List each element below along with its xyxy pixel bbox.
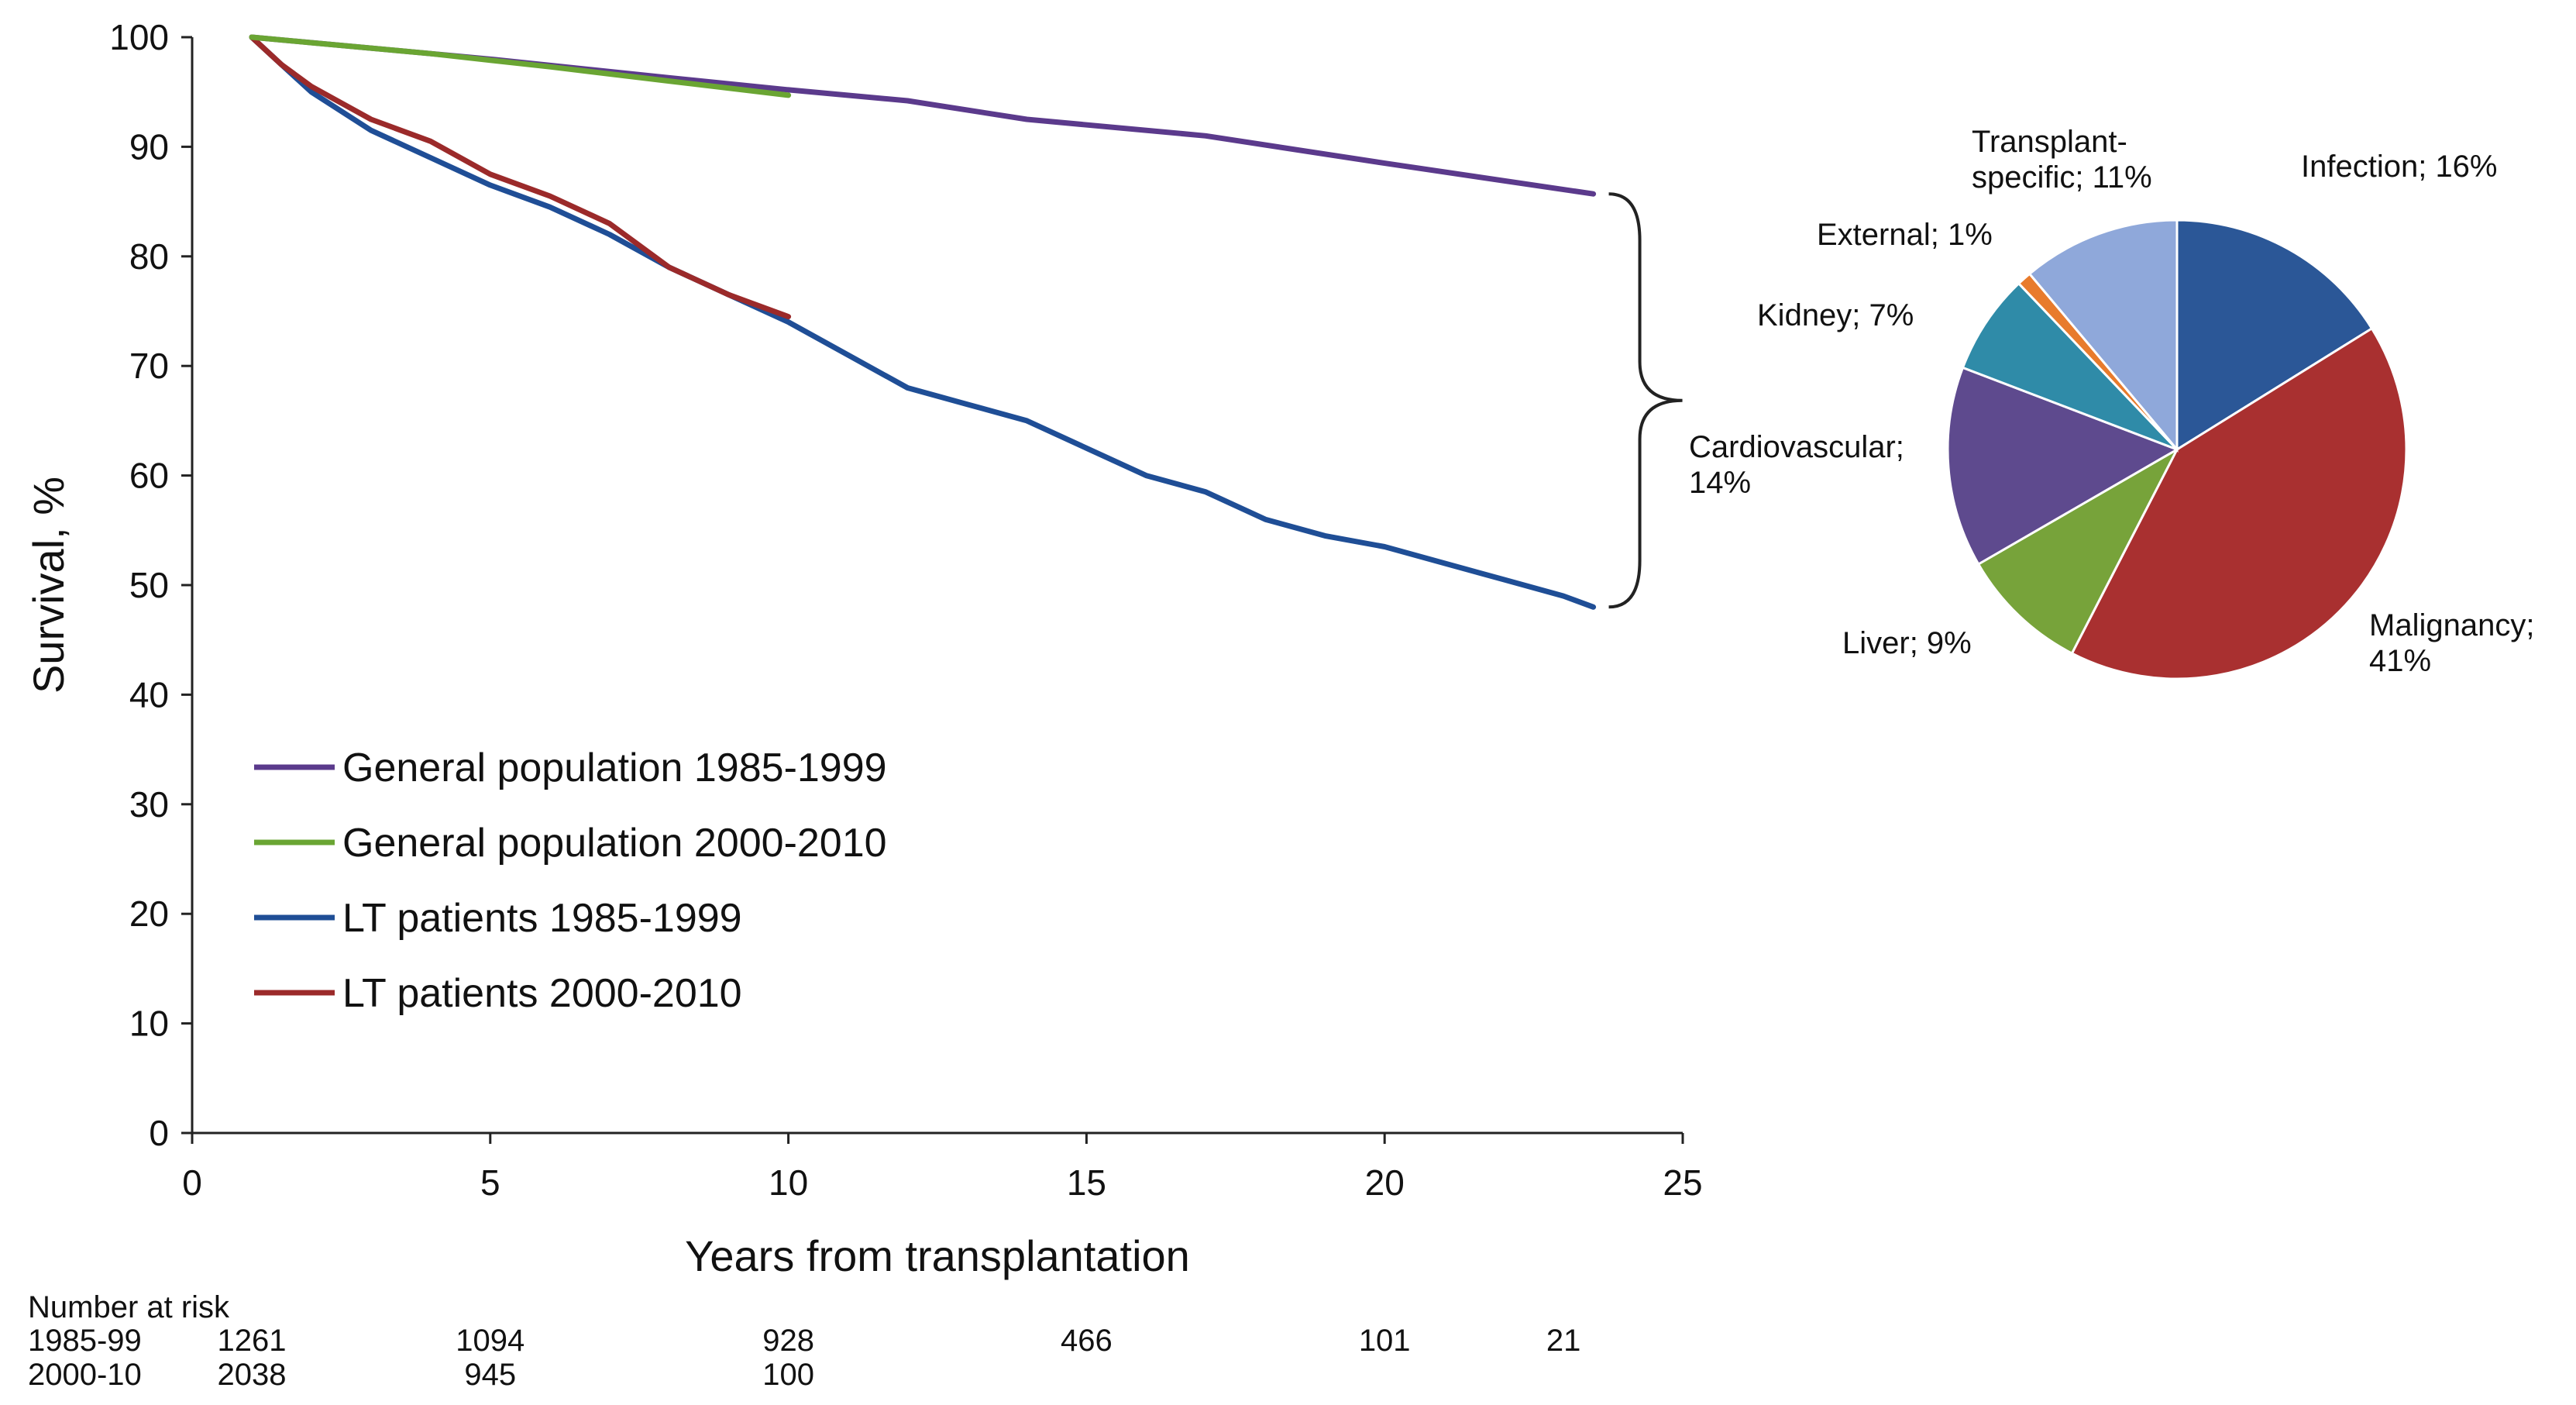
pie-label-line: Liver; 9% <box>1842 626 1972 660</box>
pie-label-line: Kidney; 7% <box>1757 298 1914 332</box>
pie-label-5: External; 1% <box>1817 218 1993 252</box>
x-tick-label: 10 <box>769 1162 808 1203</box>
y-tick-label: 90 <box>129 126 169 167</box>
pie-label-line: Cardiovascular; <box>1689 430 1904 464</box>
y-axis-title: Survival, % <box>24 477 73 694</box>
pie-label-4: Kidney; 7% <box>1757 298 1914 332</box>
legend-label: General population 1985-1999 <box>342 746 887 790</box>
pie-slice-4 <box>1961 281 2179 451</box>
y-tick-label: 10 <box>129 1004 169 1044</box>
pie-slice-1 <box>2070 326 2408 680</box>
y-tick-label: 50 <box>129 565 169 605</box>
y-tick-label: 0 <box>149 1113 169 1153</box>
pie-label-1: Malignancy; 41% <box>2369 608 2534 678</box>
legend-label: LT patients 1985-1999 <box>342 896 742 941</box>
risk-value: 21 <box>1546 1324 1581 1358</box>
pie-label-line: Infection; 16% <box>2301 150 2498 184</box>
risk-row-label: 1985-99 <box>28 1324 142 1358</box>
risk-value: 928 <box>762 1324 814 1358</box>
y-tick-label: 100 <box>109 17 169 57</box>
series-line-1 <box>249 34 792 98</box>
series-line-2 <box>249 34 1597 610</box>
x-tick-label: 15 <box>1067 1162 1106 1203</box>
pie-label-line: 41% <box>2369 644 2431 678</box>
pie-label-6: Transplant-specific; 11% <box>1972 125 2152 195</box>
x-tick-label: 20 <box>1365 1162 1405 1203</box>
risk-value: 101 <box>1359 1324 1411 1358</box>
pie-slice-3 <box>1946 366 2180 566</box>
legend-label: General population 2000-2010 <box>342 821 887 866</box>
x-tick-label: 25 <box>1663 1162 1702 1203</box>
x-axis-title: Years from transplantation <box>685 1231 1190 1280</box>
pie-label-2: Liver; 9% <box>1842 626 1972 660</box>
y-tick-label: 70 <box>129 346 169 386</box>
risk-value: 1094 <box>456 1324 524 1358</box>
pie-label-0: Infection; 16% <box>2301 150 2498 184</box>
pie-label-line: Malignancy; <box>2369 608 2534 642</box>
pie-label-line: External; 1% <box>1817 218 1993 252</box>
brace <box>1608 192 1683 609</box>
y-tick-label: 80 <box>129 236 169 277</box>
y-tick-label: 60 <box>129 456 169 496</box>
risk-value: 945 <box>464 1358 516 1392</box>
pie-slice-2 <box>1976 446 2180 656</box>
pie-label-line: Transplant- <box>1972 125 2127 159</box>
y-tick-label: 40 <box>129 674 169 715</box>
x-tick-label: 0 <box>182 1162 202 1203</box>
y-tick-label: 20 <box>129 894 169 934</box>
risk-table-title: Number at risk <box>28 1290 230 1324</box>
risk-value: 2038 <box>217 1358 286 1392</box>
pie-label-3: Cardiovascular; 14% <box>1689 430 1904 500</box>
pie-slice-0 <box>2175 219 2374 452</box>
x-tick-label: 5 <box>480 1162 500 1203</box>
legend-label: LT patients 2000-2010 <box>342 971 742 1016</box>
risk-value: 466 <box>1061 1324 1113 1358</box>
risk-value: 100 <box>762 1358 814 1392</box>
pie-slice-6 <box>2027 219 2179 453</box>
risk-value: 1261 <box>217 1324 286 1358</box>
risk-row-label: 2000-10 <box>28 1358 142 1392</box>
pie-label-line: 14% <box>1689 466 1751 500</box>
y-tick-label: 30 <box>129 784 169 825</box>
series-line-3 <box>249 34 792 320</box>
pie-label-line: specific; 11% <box>1972 160 2152 195</box>
